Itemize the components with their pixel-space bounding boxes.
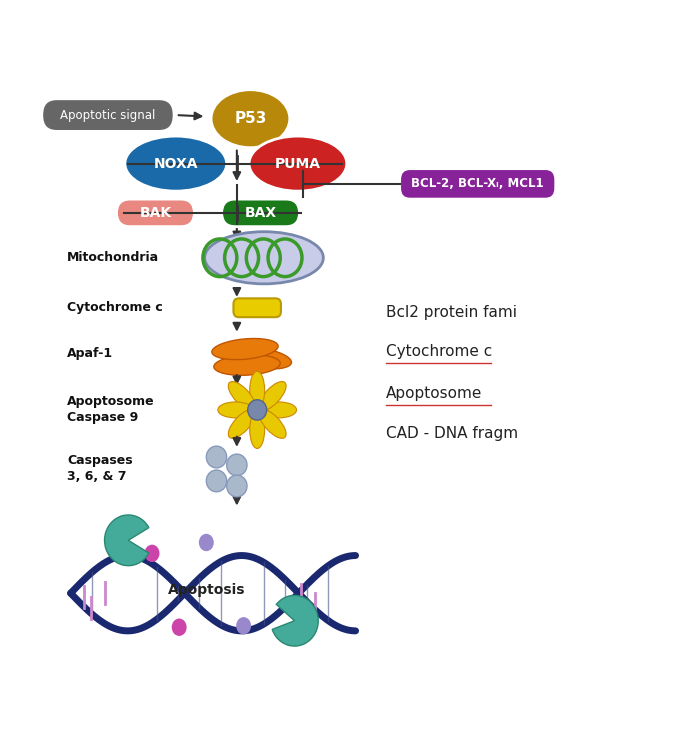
Text: Cytochrome c: Cytochrome c (67, 301, 163, 314)
Text: BAK: BAK (140, 206, 172, 220)
Text: Apoptosis: Apoptosis (168, 583, 245, 596)
Ellipse shape (250, 372, 265, 409)
Ellipse shape (249, 136, 347, 191)
Ellipse shape (226, 347, 291, 369)
Ellipse shape (207, 470, 226, 492)
Text: Mitochondria: Mitochondria (67, 251, 159, 264)
Ellipse shape (199, 534, 214, 551)
Ellipse shape (172, 618, 187, 636)
Text: Apoptotic signal: Apoptotic signal (60, 109, 156, 122)
Text: Apoptosome: Apoptosome (67, 395, 155, 408)
Text: Apaf-1: Apaf-1 (67, 347, 114, 360)
Wedge shape (105, 515, 149, 566)
Ellipse shape (259, 382, 286, 410)
Ellipse shape (207, 446, 226, 468)
FancyBboxPatch shape (233, 299, 281, 318)
Text: P53: P53 (234, 111, 267, 126)
Text: NOXA: NOXA (153, 157, 198, 171)
Text: Bcl2 protein fami: Bcl2 protein fami (386, 305, 517, 320)
Text: Apoptosome: Apoptosome (386, 386, 482, 402)
FancyBboxPatch shape (222, 199, 300, 226)
Ellipse shape (211, 90, 290, 147)
Ellipse shape (228, 382, 255, 410)
Text: PUMA: PUMA (275, 157, 321, 171)
Ellipse shape (250, 411, 265, 448)
Text: Cytochrome c: Cytochrome c (386, 345, 492, 359)
Ellipse shape (261, 402, 297, 418)
FancyBboxPatch shape (399, 169, 555, 199)
Ellipse shape (226, 454, 247, 476)
FancyBboxPatch shape (42, 99, 174, 131)
Ellipse shape (218, 402, 253, 418)
Ellipse shape (125, 136, 226, 191)
Text: BAX: BAX (244, 206, 276, 220)
Text: Caspase 9: Caspase 9 (67, 411, 138, 423)
Ellipse shape (228, 410, 255, 438)
Ellipse shape (236, 617, 251, 634)
Ellipse shape (205, 231, 324, 284)
Wedge shape (272, 596, 318, 646)
Ellipse shape (226, 475, 247, 497)
FancyBboxPatch shape (116, 199, 194, 226)
Text: CAD - DNA fragm: CAD - DNA fragm (386, 426, 518, 442)
Text: BCL-2, BCL-Xₗ, MCL1: BCL-2, BCL-Xₗ, MCL1 (411, 177, 544, 191)
Ellipse shape (214, 355, 280, 375)
Ellipse shape (212, 339, 278, 360)
Ellipse shape (248, 400, 267, 420)
Ellipse shape (259, 410, 286, 438)
Text: Caspases: Caspases (67, 454, 133, 467)
Text: 3, 6, & 7: 3, 6, & 7 (67, 470, 127, 483)
Ellipse shape (144, 545, 159, 562)
